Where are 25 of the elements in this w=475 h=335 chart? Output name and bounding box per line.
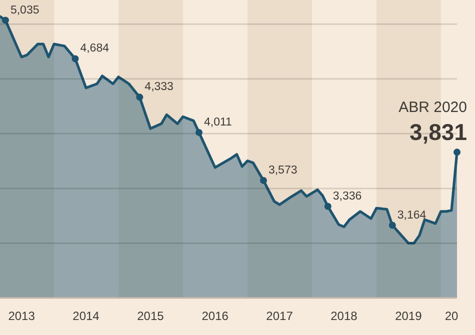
point (72, 55, 79, 62)
x-tick-label: 2018 (330, 309, 358, 323)
x-tick-label: 2017 (266, 309, 294, 323)
point (388, 222, 396, 229)
point (324, 202, 332, 210)
data-label: 3,573 (268, 164, 298, 176)
x-tick-label: 2014 (72, 309, 100, 323)
point (260, 176, 267, 184)
data-label: 4,333 (144, 81, 174, 94)
x-tick-label: 2016 (202, 309, 229, 323)
point (196, 128, 203, 136)
x-tick-label: 2015 (137, 309, 164, 323)
x-tick-label: 20 (444, 309, 459, 323)
x-tick-label: 2013 (8, 309, 36, 323)
annotation: ABR 2020 (398, 99, 467, 116)
data-label: 3,831 (409, 119, 468, 146)
data-label: 4,684 (80, 42, 110, 55)
data-label: 3,164 (397, 209, 427, 222)
data-label: 4,011 (204, 116, 232, 128)
data-label: 3,336 (332, 190, 362, 202)
point (454, 148, 460, 156)
x-tick-label: 2019 (395, 309, 422, 323)
point (2, 16, 9, 24)
data-label: 5,035 (10, 4, 40, 16)
point (136, 94, 144, 101)
